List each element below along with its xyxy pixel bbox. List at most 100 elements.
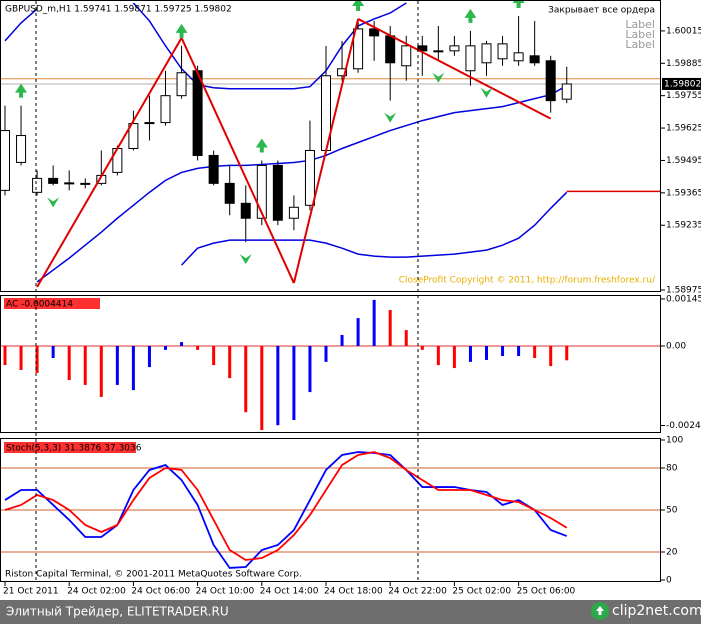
y-tick-label: 1.59625 [666,124,701,134]
footer-bar [0,600,701,624]
candle-body [144,122,155,125]
ac-bar [372,299,376,346]
ac-bar [324,345,328,362]
band-line [4,8,38,42]
y-tick-label: 1.59885 [666,59,701,69]
band-line [36,85,568,283]
annotation: Label [625,18,655,31]
x-tick-label: 24 Oct 02:00 [67,587,126,597]
x-tick-label: 24 Oct 14:00 [260,587,319,597]
candle-body [48,177,59,184]
ac-bar [308,345,312,393]
chart-title: GBPUSD_m,H1 1.59741 1.59871 1.59725 1.59… [5,5,232,15]
candle-body [32,177,43,193]
candle-body [64,182,75,185]
candle-body [128,123,139,149]
ac-bar [501,345,505,357]
fractal-down [432,72,445,83]
logo-text: clip2net.com [612,603,701,619]
ac-bar [35,345,39,373]
ac-bar [260,345,264,431]
watermark: Элитный Трейдер, ELITETRADER.RU [6,605,229,619]
band-line [132,2,407,90]
annotation: Label [625,38,655,51]
candle-body [385,35,396,64]
ac-bar [485,345,488,360]
candle-body [208,154,219,184]
chart-title: AC -0.0004414 [6,300,73,310]
fractal-down [384,112,397,123]
candle-body [353,28,364,70]
candle-body [513,52,524,62]
x-tick-label: 25 Oct 06:00 [517,587,576,597]
main-frame [0,0,661,292]
ac-bar [67,345,71,381]
fractal-up [15,83,28,98]
candle-body [337,68,348,77]
annotation: CloseProfit Copyright © 2011, http://for… [399,276,656,286]
y-tick-label: 1.59755 [666,91,701,101]
candle-body [545,60,556,102]
ac-bar [196,345,200,350]
ac-bar [3,345,7,366]
x-tick-label: 24 Oct 18:00 [324,587,383,597]
ac-bar [212,345,216,366]
chart-title: Stoch(5,3,3) 31.3876 37.3036 [6,444,142,454]
footer-note: Riston Capital Terminal, © 2001-2011 Met… [5,570,302,580]
y-tick-label: 0 [666,576,672,586]
ac-bar [517,345,521,357]
candle-body [369,28,380,37]
y-tick-label: 1.58975 [666,286,701,296]
candle-body [417,45,428,52]
candle-body [561,83,572,100]
x-tick-label: 24 Oct 06:00 [131,587,190,597]
ac-bar [533,345,537,358]
ac-bar [468,345,472,362]
y-tick-label: 50 [666,506,678,516]
fractal-down [239,254,252,265]
y-tick-label: 0.00 [666,341,686,351]
candle-body [465,45,476,72]
candle-body [80,182,91,185]
y-tick-label: 100 [666,436,683,446]
fractal-down [47,197,60,208]
fractal-up [352,0,365,11]
candle-body [481,43,492,64]
annotation: Label [625,28,655,41]
candle-body [0,130,10,191]
candle-body [224,182,235,204]
ac-frame [0,295,661,433]
fractal-up [175,23,188,38]
title-bg [4,298,100,309]
y-tick-label: 1.60015 [666,26,701,36]
y-tick-label: 1.59235 [666,221,701,231]
y-tick-label: 20 [666,548,678,558]
stoch-frame [0,438,661,582]
ac-bar [99,345,103,397]
zigzag-segment [36,37,183,288]
x-tick-label: 24 Oct 10:00 [196,587,255,597]
fractal-up [255,138,268,153]
ac-bar [19,345,23,371]
ac-bar [147,345,151,368]
price-tag-label: 1.59802 [664,79,701,89]
fractal-down [480,87,493,98]
ac-bar [276,345,280,426]
logo-arrow [596,606,604,615]
ac-bar [340,334,344,346]
stoch-line [4,451,568,561]
ac-bar [228,345,232,379]
candle-body [16,135,27,163]
ac-bar [452,345,456,369]
ac-bar [244,345,248,413]
x-tick-label: 24 Oct 22:00 [388,587,447,597]
candle-body [529,55,540,64]
y-tick-label: 80 [666,464,678,474]
ac-bar [356,318,360,346]
y-tick-label: 0.00145 [666,294,701,304]
annotation: Закрывает все ордера [548,6,655,16]
ac-bar [565,345,569,361]
ac-bar [436,345,440,366]
